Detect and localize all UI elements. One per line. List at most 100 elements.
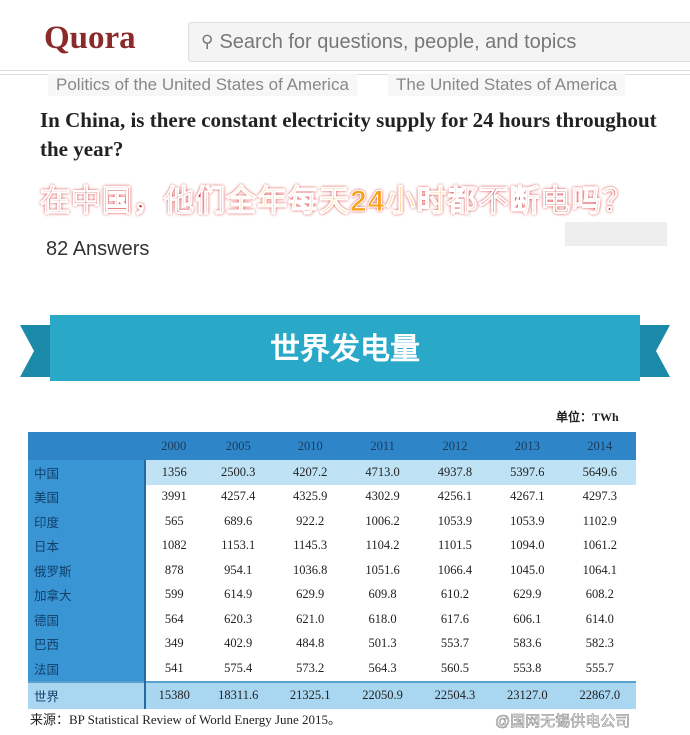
- value-cell: 22050.9: [346, 680, 419, 709]
- value-cell: 1061.2: [582, 538, 617, 553]
- topic-tag[interactable]: Politics of the United States of America: [48, 74, 357, 96]
- caption-part: 都不断电吗？: [447, 185, 634, 219]
- country-cell: 俄罗斯: [28, 558, 146, 583]
- unit-label: 单位：TWh: [556, 410, 619, 424]
- watermark: @国网无锡供电公司: [495, 713, 631, 731]
- value-cell: 689.6: [224, 513, 253, 528]
- topic-tag[interactable]: The United States of America: [388, 74, 626, 96]
- value-cell: 22867.0: [563, 680, 636, 709]
- value-cell: 620.3: [224, 611, 253, 626]
- table-row: 中国 1356 2500.3 4207.2 4713.0 4937.8 5397.6 5649…: [28, 460, 636, 485]
- electricity-table: 2000 2005 2010 2011 2012 2013 2014 中国 1356 2500.…: [28, 432, 636, 709]
- value-cell: 4325.9: [293, 489, 328, 504]
- chinese-caption: 在中国，他们全年每天24小时都不断电吗？: [40, 176, 633, 220]
- value-cell: 954.1: [224, 562, 253, 577]
- value-cell: 606.1: [513, 611, 542, 626]
- value-cell: 1356: [145, 460, 203, 485]
- value-cell: 18311.6: [202, 680, 275, 709]
- value-cell: 583.6: [513, 636, 542, 651]
- table-row: 印度 565 689.6 922.2 1006.2 1053.9 1053.9 1102.9: [28, 509, 636, 534]
- value-cell: 1101.5: [438, 538, 472, 553]
- value-cell: 4267.1: [510, 489, 545, 504]
- value-cell: 4257.4: [221, 489, 256, 504]
- value-cell: 564.3: [368, 660, 397, 675]
- value-cell: 4207.2: [274, 460, 347, 485]
- value-cell: 3991: [161, 489, 187, 504]
- value-cell: 349: [164, 636, 184, 651]
- answer-count: 82 Answers: [46, 238, 150, 260]
- table-row: 法国 541 575.4 573.2 564.3 560.5 553.8 555.7: [28, 656, 636, 682]
- source-note: 来源：BP Statistical Review of World Energy…: [30, 712, 342, 727]
- value-cell: 553.7: [440, 636, 470, 651]
- table-row: 日本 1082 1153.1 1145.3 1104.2 1101.5 1094.0 1061…: [28, 533, 636, 558]
- value-cell: 1094.0: [510, 538, 545, 553]
- value-cell: 1051.6: [365, 562, 400, 577]
- value-cell: 922.2: [296, 513, 325, 528]
- value-cell: 629.9: [513, 587, 542, 602]
- country-cell: 加拿大: [28, 582, 146, 607]
- value-cell: 618.0: [368, 611, 397, 626]
- table-row: 巴西 349 402.9 484.8 501.3 553.7 583.6 582.3: [28, 631, 636, 656]
- country-cell: 世界: [28, 680, 146, 709]
- value-cell: 608.2: [585, 587, 614, 602]
- blurred-region: [565, 222, 667, 246]
- caption-highlight: 全年每天24小时: [225, 185, 448, 219]
- value-cell: 621.0: [296, 611, 325, 626]
- country-cell: 中国: [28, 460, 146, 485]
- search-input[interactable]: ⚲ Search for questions, people, and topi…: [188, 22, 690, 62]
- value-cell: 4713.0: [346, 460, 419, 485]
- value-cell: 4937.8: [418, 460, 492, 485]
- column-header: 2014: [563, 432, 636, 460]
- table-row: 德国 564 620.3 621.0 618.0 617.6 606.1 614.0: [28, 607, 636, 632]
- value-cell: 22504.3: [418, 680, 492, 709]
- table-row: 世界 15380 18311.6 21325.1 22050.9 22504.3 23127…: [28, 680, 636, 709]
- value-cell: 1145.3: [293, 538, 328, 553]
- caption-part: 在中国，他们: [40, 185, 226, 219]
- value-cell: 614.0: [585, 611, 614, 626]
- question-title[interactable]: In China, is there constant electricity …: [40, 108, 657, 161]
- value-cell: 484.8: [296, 636, 325, 651]
- value-cell: 1104.2: [365, 538, 400, 553]
- table-row: 俄罗斯 878 954.1 1036.8 1051.6 1066.4 1045.0 1064.…: [28, 558, 636, 583]
- value-cell: 878: [164, 562, 184, 577]
- value-cell: 599: [164, 587, 184, 602]
- table-row: 美国 3991 4257.4 4325.9 4302.9 4256.1 4267.1 4297…: [28, 484, 636, 509]
- country-cell: 巴西: [28, 631, 146, 656]
- value-cell: 553.8: [513, 660, 542, 675]
- value-cell: 1053.9: [437, 513, 473, 528]
- value-cell: 4297.3: [582, 489, 617, 504]
- value-cell: 5397.6: [491, 460, 564, 485]
- value-cell: 564: [164, 611, 184, 626]
- value-cell: 15380: [145, 680, 203, 709]
- column-header: 2011: [346, 432, 419, 460]
- column-header: 2012: [418, 432, 492, 460]
- country-cell: 日本: [28, 533, 146, 558]
- value-cell: 1064.1: [582, 562, 617, 577]
- value-cell: 1036.8: [293, 562, 328, 577]
- country-cell: 法国: [28, 656, 146, 682]
- search-placeholder: Search for questions, people, and topics: [219, 30, 577, 53]
- title-banner: 世界发电量: [20, 315, 670, 381]
- value-cell: 575.4: [224, 660, 253, 675]
- value-cell: 2500.3: [202, 460, 275, 485]
- value-cell: 4302.9: [365, 489, 400, 504]
- value-cell: 1006.2: [365, 513, 400, 528]
- value-cell: 402.9: [224, 636, 253, 651]
- value-cell: 5649.6: [563, 460, 636, 485]
- value-cell: 1082: [161, 538, 187, 553]
- table-row: 加拿大 599 614.9 629.9 609.8 610.2 629.9 608.2: [28, 582, 636, 607]
- value-cell: 610.2: [440, 587, 470, 602]
- value-cell: 1066.4: [437, 562, 473, 577]
- column-header: 2013: [491, 432, 564, 460]
- value-cell: 614.9: [224, 587, 253, 602]
- value-cell: 565: [164, 513, 184, 528]
- quora-logo[interactable]: Quora: [44, 20, 136, 56]
- value-cell: 21325.1: [274, 680, 347, 709]
- value-cell: 501.3: [368, 636, 397, 651]
- value-cell: 629.9: [296, 587, 325, 602]
- value-cell: 609.8: [368, 587, 397, 602]
- value-cell: 573.2: [296, 660, 325, 675]
- column-header: [28, 432, 145, 460]
- country-cell: 美国: [28, 484, 146, 509]
- country-cell: 印度: [28, 509, 146, 534]
